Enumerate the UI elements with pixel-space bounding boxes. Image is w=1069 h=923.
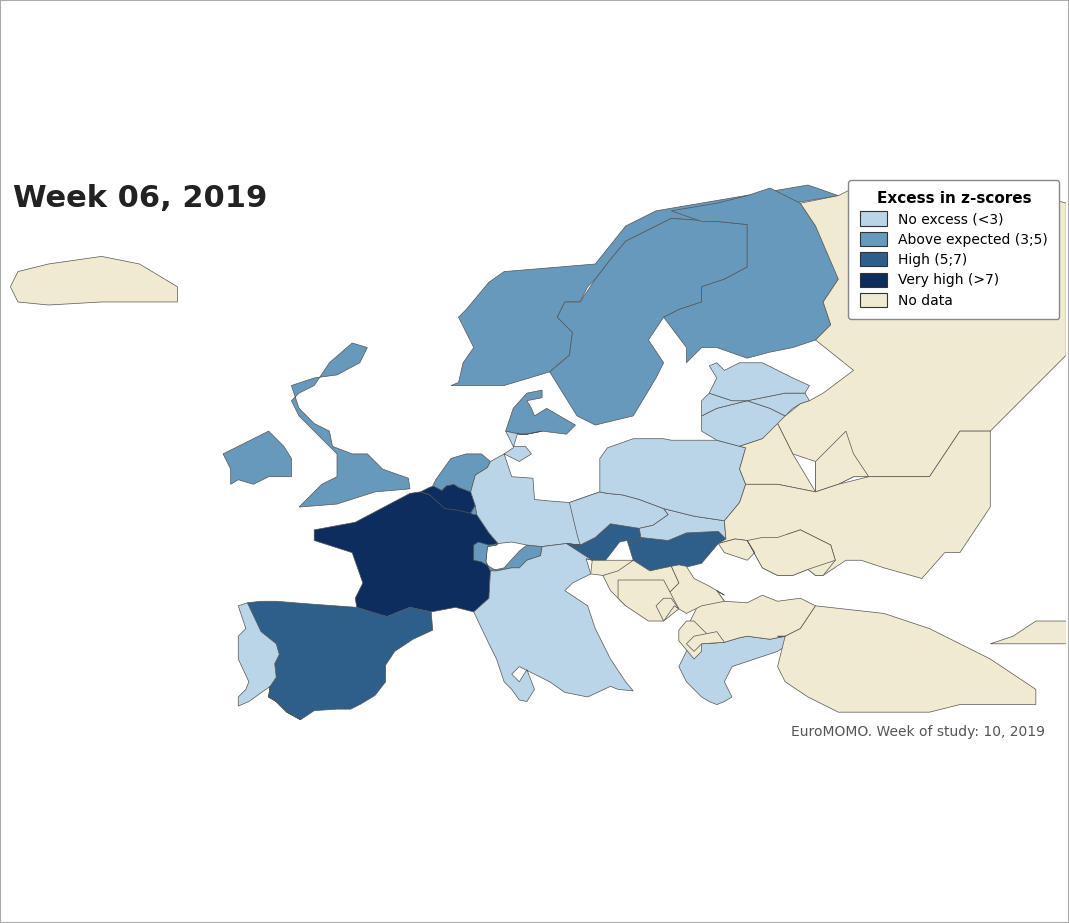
Text: EuroMOMO. Week of study: 10, 2019: EuroMOMO. Week of study: 10, 2019 <box>791 725 1045 738</box>
Polygon shape <box>603 560 679 605</box>
Polygon shape <box>474 542 542 571</box>
Polygon shape <box>740 424 869 492</box>
Polygon shape <box>628 532 726 571</box>
Polygon shape <box>718 530 835 575</box>
Polygon shape <box>474 544 633 701</box>
Polygon shape <box>709 363 809 401</box>
Polygon shape <box>777 605 1036 713</box>
Polygon shape <box>701 401 785 447</box>
Polygon shape <box>527 523 640 562</box>
Polygon shape <box>686 591 816 644</box>
Polygon shape <box>223 431 292 485</box>
Polygon shape <box>686 631 725 652</box>
Polygon shape <box>679 629 787 704</box>
Polygon shape <box>701 393 809 416</box>
Polygon shape <box>664 565 725 614</box>
Polygon shape <box>246 601 433 720</box>
Polygon shape <box>639 509 726 541</box>
Polygon shape <box>787 530 835 575</box>
Polygon shape <box>433 454 491 492</box>
Polygon shape <box>238 603 300 720</box>
Polygon shape <box>990 621 1069 644</box>
Polygon shape <box>420 485 476 513</box>
Polygon shape <box>292 343 409 507</box>
Polygon shape <box>664 188 838 363</box>
Polygon shape <box>600 438 746 521</box>
Polygon shape <box>591 560 633 575</box>
Polygon shape <box>506 390 575 434</box>
Polygon shape <box>567 492 668 545</box>
Legend: No excess (<3), Above expected (3;5), High (5;7), Very high (>7), No data: No excess (<3), Above expected (3;5), Hi… <box>849 180 1059 318</box>
Polygon shape <box>470 506 481 515</box>
Polygon shape <box>549 219 747 425</box>
Polygon shape <box>777 181 1066 492</box>
Polygon shape <box>11 257 177 305</box>
Polygon shape <box>470 431 610 546</box>
Polygon shape <box>451 185 838 386</box>
Polygon shape <box>718 431 990 579</box>
Polygon shape <box>679 621 709 659</box>
Text: Week 06, 2019: Week 06, 2019 <box>14 185 268 213</box>
Polygon shape <box>314 492 498 617</box>
Polygon shape <box>656 598 679 621</box>
Polygon shape <box>618 580 679 621</box>
